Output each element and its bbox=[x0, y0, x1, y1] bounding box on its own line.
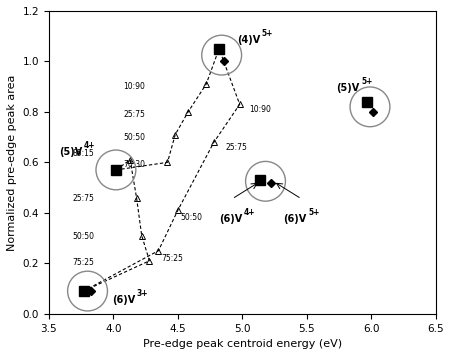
Text: 75:25: 75:25 bbox=[72, 257, 94, 267]
Text: (5)V: (5)V bbox=[336, 83, 360, 93]
Text: 4+: 4+ bbox=[244, 208, 255, 217]
Text: 70:30: 70:30 bbox=[124, 161, 146, 169]
Text: 10:90: 10:90 bbox=[124, 82, 146, 91]
Text: 85:15: 85:15 bbox=[72, 149, 94, 158]
Text: 25:75: 25:75 bbox=[124, 110, 146, 119]
Text: (6)V: (6)V bbox=[284, 214, 307, 224]
Text: 25:75: 25:75 bbox=[72, 194, 94, 203]
X-axis label: Pre-edge peak centroid energy (eV): Pre-edge peak centroid energy (eV) bbox=[143, 339, 342, 349]
Text: 10:90: 10:90 bbox=[249, 105, 271, 114]
Text: 50:50: 50:50 bbox=[72, 232, 94, 241]
Text: 5+: 5+ bbox=[262, 29, 273, 38]
Text: 25:75: 25:75 bbox=[226, 143, 248, 152]
Text: (4)V: (4)V bbox=[237, 35, 260, 45]
Text: 75:25: 75:25 bbox=[161, 254, 183, 263]
Text: (5)V: (5)V bbox=[59, 147, 83, 157]
Text: 50:50: 50:50 bbox=[124, 133, 146, 142]
Text: (6)V: (6)V bbox=[219, 214, 242, 224]
Text: 50:50: 50:50 bbox=[180, 213, 202, 222]
Text: 5+: 5+ bbox=[308, 208, 320, 217]
Text: 4+: 4+ bbox=[84, 141, 96, 150]
Text: 5+: 5+ bbox=[361, 77, 373, 86]
Text: 3+: 3+ bbox=[137, 289, 148, 298]
Y-axis label: Normalized pre-edge peak area: Normalized pre-edge peak area bbox=[7, 74, 17, 251]
Text: (6)V: (6)V bbox=[112, 295, 135, 305]
